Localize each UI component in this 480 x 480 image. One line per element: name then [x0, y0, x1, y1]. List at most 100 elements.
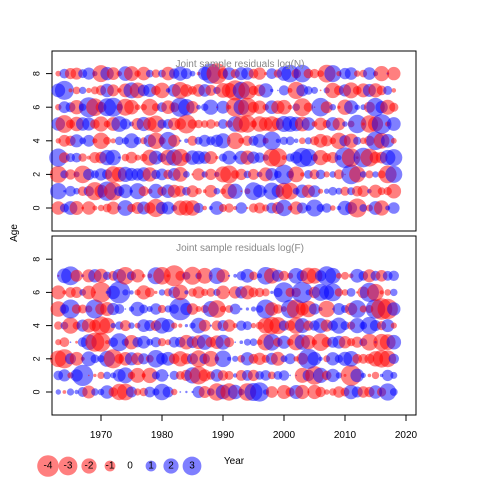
bubble	[324, 188, 330, 194]
bubble	[309, 68, 320, 79]
bubble	[59, 337, 70, 348]
bubble	[65, 169, 76, 180]
bubble	[252, 134, 267, 148]
bubble	[246, 206, 249, 210]
legend-label: -1	[106, 461, 115, 472]
bubble	[372, 171, 379, 178]
bubble	[324, 267, 341, 284]
legend-bubble	[81, 458, 97, 474]
legend-label: 2	[168, 461, 174, 472]
bubble	[318, 300, 336, 318]
bubble	[266, 68, 278, 79]
bubble	[198, 319, 211, 332]
bubble	[134, 104, 141, 111]
bubble	[315, 386, 326, 398]
bubble	[151, 69, 161, 78]
bubble	[321, 135, 333, 147]
legend-bubble	[163, 458, 179, 474]
bubble	[150, 303, 162, 315]
bubble	[367, 283, 384, 301]
bubble	[343, 82, 360, 99]
bubble	[74, 389, 79, 395]
bubble	[293, 138, 299, 144]
bubble	[374, 200, 390, 216]
bubble	[306, 199, 323, 217]
bubble	[347, 198, 367, 218]
bubble	[321, 203, 332, 213]
bubble	[222, 319, 236, 332]
bubble	[107, 84, 120, 97]
bubble	[277, 89, 279, 92]
bubble	[249, 271, 258, 281]
bubble	[390, 137, 397, 144]
bubble	[250, 382, 270, 402]
bubble	[79, 86, 87, 94]
bubble	[172, 167, 188, 182]
bubble	[335, 187, 343, 195]
bubble	[137, 335, 151, 349]
bubble	[154, 82, 170, 99]
y-tick-label: 8	[31, 257, 41, 262]
bubble	[213, 187, 221, 195]
bubble	[208, 300, 226, 318]
bubble	[187, 135, 198, 146]
bubble	[139, 304, 149, 314]
bubble	[388, 353, 399, 364]
bubble	[350, 368, 365, 383]
bubble	[83, 168, 95, 181]
bubble	[94, 268, 108, 283]
bubble	[243, 338, 251, 346]
bubble	[110, 138, 116, 144]
bubble	[71, 152, 82, 163]
bubble	[92, 205, 98, 211]
bubble	[124, 308, 127, 310]
bubble	[103, 371, 111, 380]
bubble	[295, 384, 310, 400]
bubble	[82, 134, 95, 147]
x-tick-label: 1970	[90, 430, 113, 441]
bubble	[206, 119, 216, 129]
bubble	[82, 385, 96, 399]
bubble	[341, 289, 349, 296]
bubble	[390, 322, 397, 329]
bubble	[176, 114, 196, 134]
bubble	[82, 201, 96, 215]
bubble	[330, 205, 336, 211]
bubble	[97, 204, 105, 212]
bubble	[323, 389, 330, 395]
bubble	[179, 139, 182, 142]
legend-bubble	[182, 456, 202, 476]
bubble	[70, 134, 84, 148]
bubble	[198, 386, 211, 398]
bubble	[198, 369, 211, 382]
bubble	[344, 67, 358, 80]
bubble	[171, 388, 178, 396]
bubble	[138, 353, 150, 365]
bubble	[359, 204, 368, 212]
bubble	[293, 98, 312, 117]
bubble	[134, 388, 142, 396]
bubble	[320, 101, 333, 114]
bubble	[54, 80, 74, 100]
bubble	[93, 116, 109, 132]
bubble	[270, 351, 285, 366]
y-tick-label: 2	[31, 172, 41, 177]
bubble	[90, 354, 100, 364]
bubble	[334, 288, 344, 297]
bubble	[287, 104, 293, 110]
bubble	[119, 118, 131, 130]
bubble	[248, 168, 259, 180]
bubble	[336, 272, 342, 279]
bubble	[387, 302, 401, 316]
bubble	[253, 352, 266, 365]
bubble	[308, 303, 321, 315]
bubble	[125, 151, 138, 164]
bubble	[55, 389, 61, 395]
bubble	[186, 185, 199, 198]
bubble	[357, 185, 370, 197]
bubble	[235, 168, 247, 181]
bubble	[296, 202, 308, 214]
bubble	[71, 286, 83, 298]
bubble	[391, 88, 397, 93]
bubble	[326, 368, 340, 383]
